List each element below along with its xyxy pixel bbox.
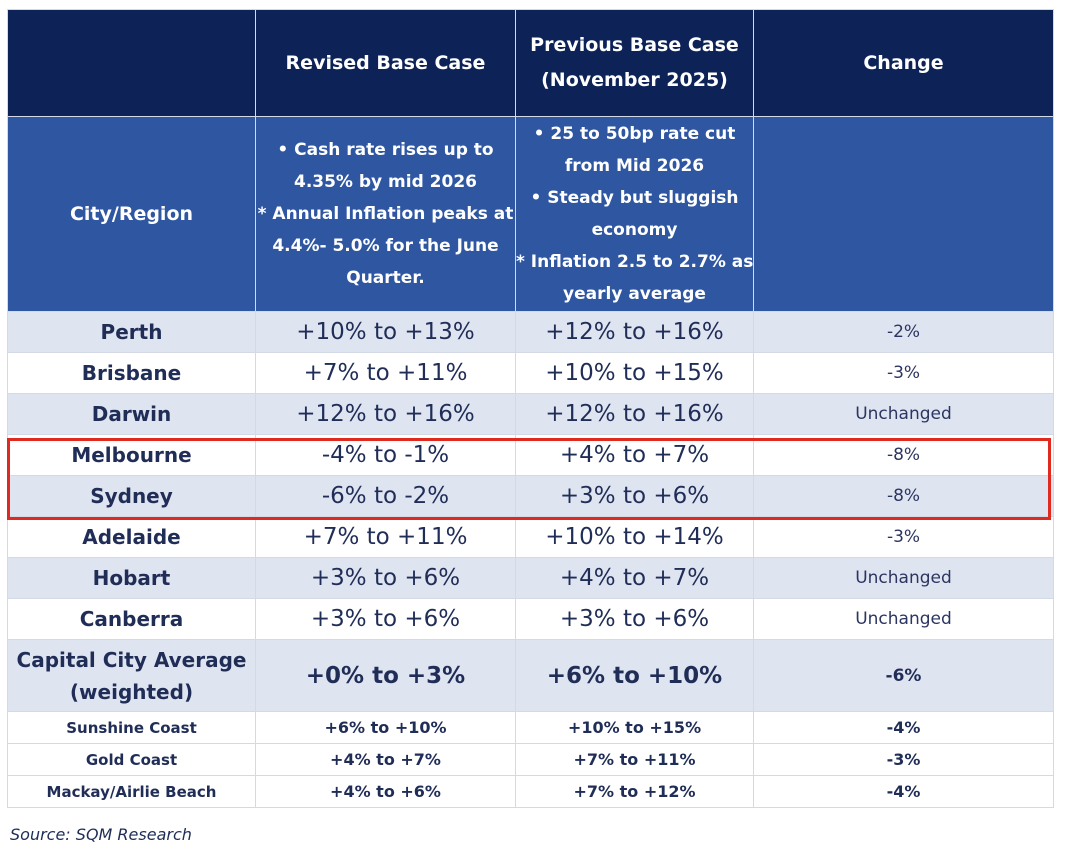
revised-value: +4% to +7%	[255, 743, 516, 776]
previous-value: +12% to +16%	[515, 311, 754, 353]
change-value: Unchanged	[753, 598, 1054, 640]
change-value: -3%	[753, 352, 1054, 394]
revised-value: +7% to +11%	[255, 516, 516, 558]
revised-value: +4% to +6%	[255, 775, 516, 808]
region-name: Mackay/Airlie Beach	[7, 775, 256, 808]
revised-value: +12% to +16%	[255, 393, 516, 435]
header-revised: Revised Base Case	[255, 9, 516, 117]
average-change-value: -6%	[753, 639, 1054, 712]
change-value: -4%	[753, 775, 1054, 808]
average-revised-value: +0% to +3%	[255, 639, 516, 712]
revised-value: +3% to +6%	[255, 598, 516, 640]
previous-assumptions: • 25 to 50bp rate cut from Mid 2026 • St…	[515, 116, 754, 312]
change-value: Unchanged	[753, 557, 1054, 599]
city-name: Perth	[7, 311, 256, 353]
table-row: Sydney -6% to -2% +3% to +6% -8%	[7, 475, 1054, 517]
revised-value: -6% to -2%	[255, 475, 516, 517]
previous-value: +7% to +11%	[515, 743, 754, 776]
city-name: Canberra	[7, 598, 256, 640]
header-empty-cell	[7, 9, 256, 117]
average-label: Capital City Average (weighted)	[7, 639, 256, 712]
change-value: -8%	[753, 475, 1054, 517]
source-note: Source: SQM Research	[10, 825, 192, 844]
change-value: Unchanged	[753, 393, 1054, 435]
revised-value: +3% to +6%	[255, 557, 516, 599]
revised-value: +10% to +13%	[255, 311, 516, 353]
assumptions-row: City/Region • Cash rate rises up to 4.35…	[7, 116, 1054, 312]
region-name: Gold Coast	[7, 743, 256, 776]
previous-value: +3% to +6%	[515, 598, 754, 640]
change-value: -2%	[753, 311, 1054, 353]
region-name: Sunshine Coast	[7, 711, 256, 744]
average-previous-value: +6% to +10%	[515, 639, 754, 712]
city-name: Sydney	[7, 475, 256, 517]
revised-value: -4% to -1%	[255, 434, 516, 476]
capital-city-average-row: Capital City Average (weighted) +0% to +…	[7, 639, 1054, 712]
table-row: Canberra +3% to +6% +3% to +6% Unchanged	[7, 598, 1054, 640]
table-row: Melbourne -4% to -1% +4% to +7% -8%	[7, 434, 1054, 476]
previous-value: +12% to +16%	[515, 393, 754, 435]
change-value: -3%	[753, 743, 1054, 776]
table-row: Sunshine Coast +6% to +10% +10% to +15% …	[7, 711, 1054, 744]
previous-value: +10% to +15%	[515, 711, 754, 744]
city-name: Brisbane	[7, 352, 256, 394]
change-assumptions-empty	[753, 116, 1054, 312]
header-previous: Previous Base Case (November 2025)	[515, 9, 754, 117]
city-name: Hobart	[7, 557, 256, 599]
previous-value: +10% to +15%	[515, 352, 754, 394]
city-name: Melbourne	[7, 434, 256, 476]
previous-value: +3% to +6%	[515, 475, 754, 517]
change-value: -4%	[753, 711, 1054, 744]
table-row: Adelaide +7% to +11% +10% to +14% -3%	[7, 516, 1054, 558]
table-row: Gold Coast +4% to +7% +7% to +11% -3%	[7, 743, 1054, 776]
table-row: Brisbane +7% to +11% +10% to +15% -3%	[7, 352, 1054, 394]
table-row: Mackay/Airlie Beach +4% to +6% +7% to +1…	[7, 775, 1054, 808]
previous-value: +4% to +7%	[515, 434, 754, 476]
previous-value: +4% to +7%	[515, 557, 754, 599]
previous-value: +7% to +12%	[515, 775, 754, 808]
table-row: Perth +10% to +13% +12% to +16% -2%	[7, 311, 1054, 353]
previous-value: +10% to +14%	[515, 516, 754, 558]
city-region-label: City/Region	[7, 116, 256, 312]
revised-value: +6% to +10%	[255, 711, 516, 744]
revised-assumptions: • Cash rate rises up to 4.35% by mid 202…	[255, 116, 516, 312]
forecast-table: Revised Base Case Previous Base Case (No…	[7, 9, 1054, 808]
change-value: -3%	[753, 516, 1054, 558]
table-row: Hobart +3% to +6% +4% to +7% Unchanged	[7, 557, 1054, 599]
change-value: -8%	[753, 434, 1054, 476]
header-change: Change	[753, 9, 1054, 117]
city-name: Darwin	[7, 393, 256, 435]
table-row: Darwin +12% to +16% +12% to +16% Unchang…	[7, 393, 1054, 435]
revised-value: +7% to +11%	[255, 352, 516, 394]
city-name: Adelaide	[7, 516, 256, 558]
header-row: Revised Base Case Previous Base Case (No…	[7, 9, 1054, 117]
